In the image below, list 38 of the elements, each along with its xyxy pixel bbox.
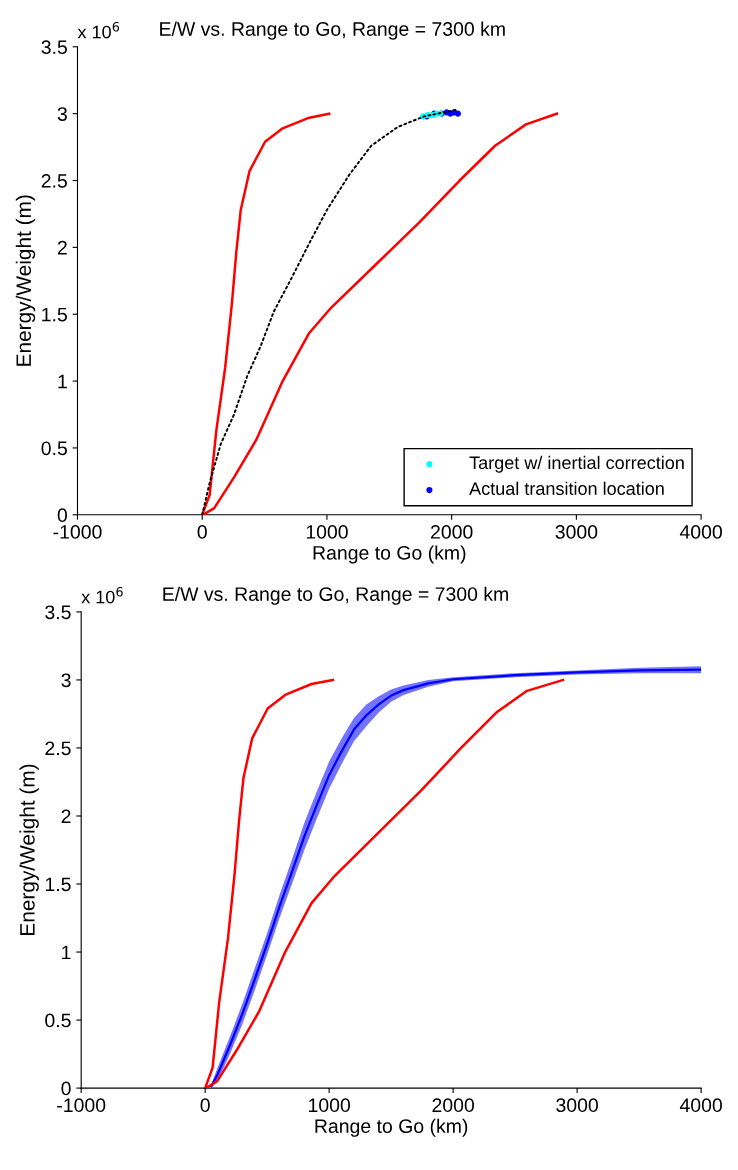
chart-title: E/W vs. Range to Go, Range = 7300 km xyxy=(163,586,508,605)
y-axis-title: Energy/Weight (m) xyxy=(19,764,39,935)
y-tick-label: 0 xyxy=(61,1081,71,1096)
y-tick-label: 2 xyxy=(57,240,67,255)
x-tick-label: 3000 xyxy=(556,1098,598,1113)
y-tick-label: 1.5 xyxy=(42,307,67,322)
x-tick-label: 1000 xyxy=(309,1098,351,1113)
y-tick-label: 0 xyxy=(57,508,68,523)
chart-title: E/W vs. Range to Go, Range = 7300 km xyxy=(160,21,505,40)
y-tick-label: 3 xyxy=(61,673,71,688)
x-axis-title: Range to Go (km) xyxy=(315,1118,468,1137)
legend-label: Actual transition location xyxy=(469,481,664,495)
y-tick-label: 1 xyxy=(58,374,67,389)
x-tick-label: 4000 xyxy=(679,1098,722,1113)
x-tick-label: 3000 xyxy=(555,525,598,539)
x-tick-label: -1000 xyxy=(57,1098,106,1113)
y-axis-title: Energy/Weight (m) xyxy=(15,195,36,366)
text: x 10$^{6}$ xyxy=(77,21,120,39)
x-tick-label: 4000 xyxy=(679,525,722,539)
y-tick-label: 3.5 xyxy=(45,605,71,620)
y-tick-label: 0.5 xyxy=(45,1013,71,1028)
x-tick-label: -1000 xyxy=(53,525,102,539)
x-tick-label: 0 xyxy=(197,525,207,539)
y-tick-label: 1.5 xyxy=(45,877,71,892)
x-axis-title: Range to Go (km) xyxy=(313,545,466,564)
y-tick-label: 2.5 xyxy=(41,173,67,188)
y-tick-label: 2.5 xyxy=(45,741,71,756)
y-tick-label: 3.5 xyxy=(41,40,67,55)
x-tick-label: 2000 xyxy=(431,525,473,539)
x-tick-label: 1000 xyxy=(306,525,348,539)
y-tick-label: 2 xyxy=(61,809,71,824)
y-tick-label: 1 xyxy=(62,945,71,960)
x-tick-label: 2000 xyxy=(432,1098,474,1113)
y-tick-label: 3 xyxy=(57,107,67,121)
text: x 10$^{6}$ xyxy=(81,586,123,604)
y-tick-label: 0.5 xyxy=(41,441,67,456)
x-tick-label: 0 xyxy=(200,1098,210,1113)
legend-label: Target w/ inertial correction xyxy=(469,455,684,473)
